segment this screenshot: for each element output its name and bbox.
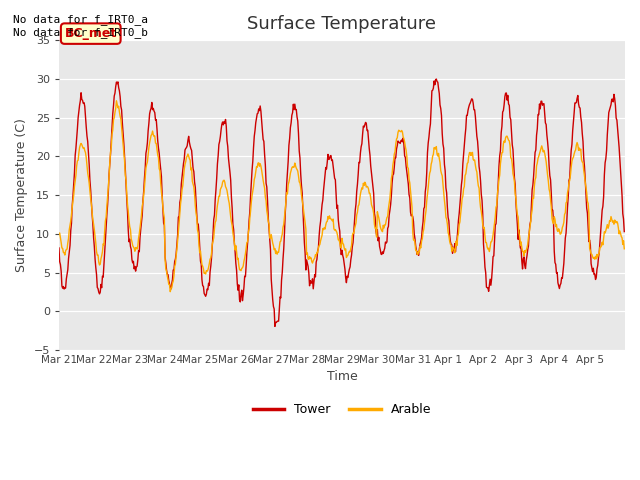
X-axis label: Time: Time (326, 371, 357, 384)
Legend: Tower, Arable: Tower, Arable (248, 398, 436, 421)
Y-axis label: Surface Temperature (C): Surface Temperature (C) (15, 118, 28, 272)
Text: BC_met: BC_met (65, 27, 117, 40)
Text: No data for f_IRT0_a
No data for f_IRT0_b: No data for f_IRT0_a No data for f_IRT0_… (13, 14, 148, 38)
Title: Surface Temperature: Surface Temperature (248, 15, 436, 33)
